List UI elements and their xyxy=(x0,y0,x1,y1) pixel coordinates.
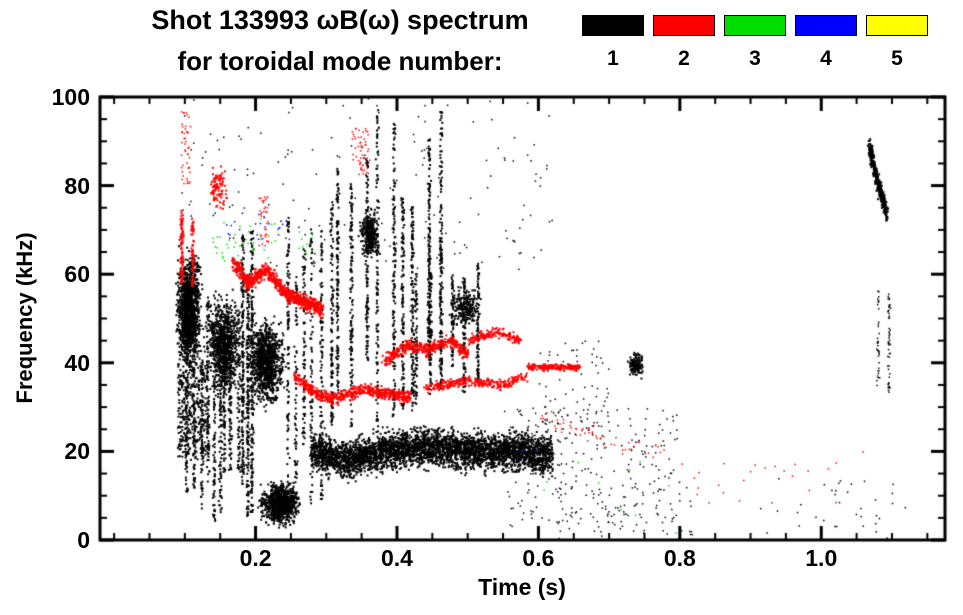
legend-item-mode-2: 2 xyxy=(653,15,715,71)
legend-swatch-mode-5 xyxy=(866,15,928,36)
legend-item-mode-3: 3 xyxy=(724,15,786,71)
legend-label-mode-3: 3 xyxy=(749,47,761,70)
legend-swatch-mode-3 xyxy=(724,15,786,36)
legend-item-mode-4: 4 xyxy=(795,15,857,71)
legend-swatch-mode-2 xyxy=(653,15,715,36)
legend-item-mode-1: 1 xyxy=(582,15,644,71)
legend-label-mode-1: 1 xyxy=(607,47,619,70)
chart-title: Shot 133993 ωB(ω) spectrum xyxy=(151,5,529,35)
y-axis-label: Frequency (kHz) xyxy=(12,232,37,404)
legend-label-mode-5: 5 xyxy=(891,47,903,70)
legend-label-mode-4: 4 xyxy=(820,47,832,70)
legend-swatch-mode-4 xyxy=(795,15,857,36)
legend-item-mode-5: 5 xyxy=(866,15,928,71)
legend-label-mode-2: 2 xyxy=(678,47,690,70)
legend-swatch-mode-1 xyxy=(582,15,644,36)
x-axis-label: Time (s) xyxy=(478,574,566,600)
mode-legend: 1 2 3 4 5 xyxy=(582,15,928,71)
chart-subtitle: for toroidal mode number: xyxy=(177,46,503,76)
